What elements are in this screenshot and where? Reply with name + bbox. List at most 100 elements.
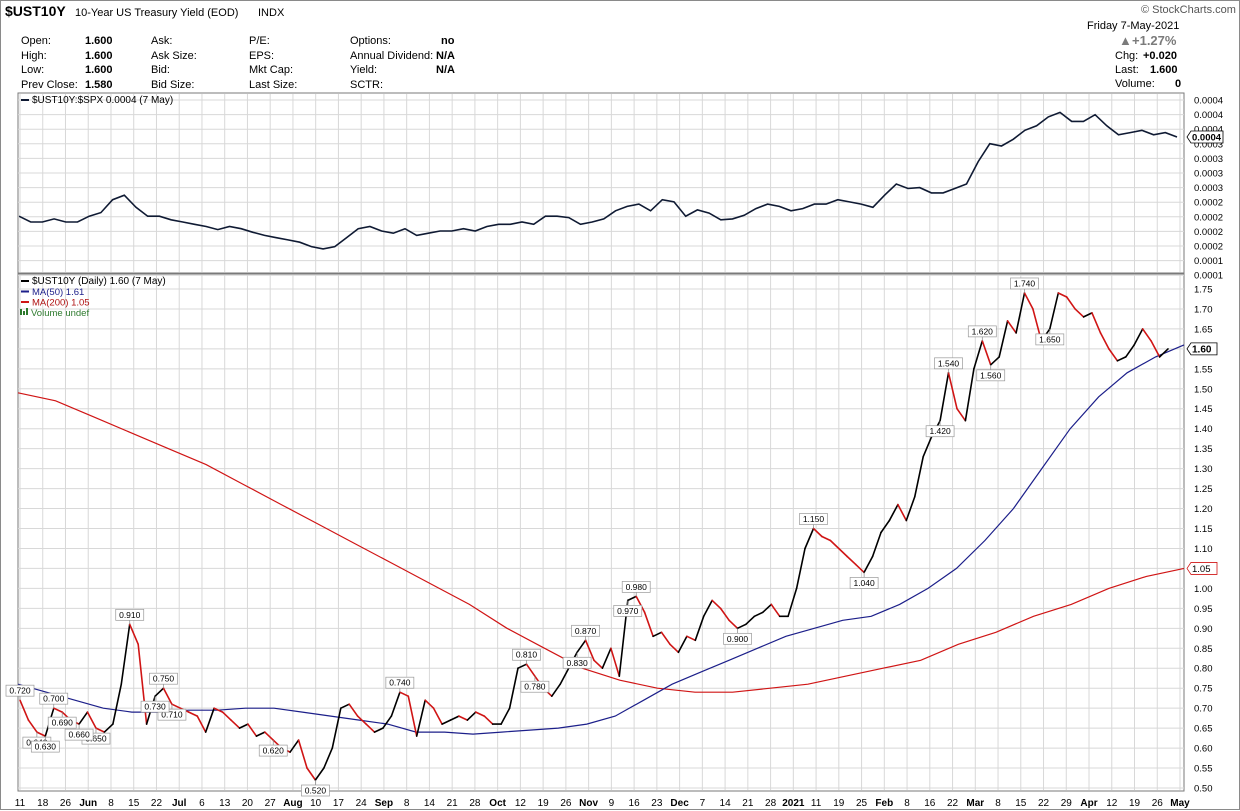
price-line-segment [415,699,427,737]
price-line-segment [711,599,722,610]
x-tick-label: 14 [424,798,436,809]
price-line-segment [550,683,562,698]
price-line-segment [306,767,317,781]
price-line-segment [652,631,663,638]
price-line-segment [821,535,832,542]
price-y-tick-label: 0.65 [1194,724,1213,735]
price-line-segment [36,731,47,737]
x-tick-label: 27 [265,798,277,809]
volume-label: Volume: [1115,78,1155,90]
high-label: High: [21,50,47,62]
price-line-segment [1006,320,1017,334]
price-line-segment [188,711,199,717]
annotation-box [5,684,35,697]
price-line-segment [238,723,249,729]
x-tick-label: 22 [947,798,959,809]
mkt-cap-label: Mkt Cap: [249,64,294,76]
price-y-tick-label: 1.45 [1194,404,1213,415]
ma200-last-value-label: 1.05 [1192,564,1211,575]
price-line-segment [981,340,992,366]
ratio-y-tick-label: 0.0003 [1194,169,1223,180]
price-line-segment [626,595,638,602]
price-line-segment [1141,328,1152,342]
price-line-segment [863,555,874,574]
annotation-box [571,624,600,637]
price-line-segment [905,495,916,522]
x-tick-label: 8 [108,798,114,809]
last-label: Last: [1115,64,1139,76]
price-line-segment [221,711,232,721]
ma200-last-value-tag [1186,562,1218,575]
price-y-tick-label: 1.75 [1194,284,1213,295]
price-line-segment [728,619,739,630]
annotation-box [613,605,643,617]
ma50-legend-label: MA(50) 1.61 [32,287,84,298]
price-line-segment [1057,292,1068,298]
ask-size-label: Ask Size: [151,50,197,62]
x-tick-label: 10 [310,798,322,809]
volume-legend-label: Volume undef [31,308,89,319]
annotation-label: 0.980 [626,582,648,592]
price-line-segment [1125,344,1135,358]
price-line-segment [702,599,714,618]
ratio-y-tick-label: 0.0004 [1194,96,1223,107]
price-line-segment [255,731,266,737]
x-tick-label: Sep [375,798,393,809]
price-line-segment [407,695,418,737]
price-y-tick-label: 1.10 [1194,544,1213,555]
open-label: Open: [21,35,51,47]
annotation-label: 0.780 [524,682,546,692]
price-y-tick-label: 0.50 [1194,784,1213,795]
price-y-tick-label: 1.00 [1194,584,1213,595]
x-tick-label: Dec [670,798,689,809]
price-y-tick-label: 1.50 [1194,384,1213,395]
price-line-segment [517,663,528,670]
x-tick-label: Nov [579,798,598,809]
ma200-legend-label: MA(200) 1.05 [32,298,90,309]
annotations: 0.700 0.650 0.910 0.750 0.690 0.620 0.520 0.710… [5,277,1065,797]
price-line-segment [424,699,435,710]
x-tick-label: Jul [172,798,187,809]
price-y-tick-label: 0.90 [1194,624,1213,635]
annotation-box [64,728,94,741]
price-y-tick-label: 1.35 [1194,444,1213,455]
symbol-title: $UST10Y [5,3,66,19]
price-line-segment [770,603,781,618]
price-line-segment [837,547,849,558]
annotation-label: 0.710 [161,710,183,720]
x-tick-label: 19 [1129,798,1141,809]
x-tick-label: 7 [700,798,706,809]
annotation-box [723,632,752,645]
annotation-label: 1.560 [980,370,1002,380]
price-line-segment [390,691,401,717]
price-line-segment [323,747,334,769]
yield-label: Yield: [350,64,378,76]
price-line-segment [1049,292,1060,330]
x-tick-label: 26 [560,798,572,809]
annotation-label: 0.700 [43,694,65,704]
price-y-tick-label: 0.95 [1194,604,1213,615]
annotation-label: 0.520 [305,786,327,796]
x-tick-label: 16 [629,798,641,809]
prev-close-value: 1.580 [85,79,113,91]
x-tick-label: 20 [242,798,254,809]
ratio-y-tick-label: 0.0004 [1194,125,1223,136]
price-line-segment [610,647,621,678]
price-line-segment [956,407,967,422]
price-y-tick-label: 0.80 [1194,664,1213,675]
ratio-series-line [18,111,1178,250]
price-line-segment [339,703,351,710]
ma50-line [17,344,1185,735]
yield-value: N/A [436,64,455,76]
annotation-label: 0.690 [52,718,74,728]
price-line-segment [846,555,857,566]
price-line-segment [103,723,114,733]
ratio-last-value-tag [1186,130,1224,144]
x-tick-label: 14 [720,798,732,809]
pe-label: P/E: [249,35,270,47]
x-tick-label: 6 [199,798,205,809]
price-line-segment [449,715,460,721]
volume-value: 0 [1175,78,1182,90]
options-label: Options: [350,35,391,47]
x-tick-label: 11 [15,798,26,809]
